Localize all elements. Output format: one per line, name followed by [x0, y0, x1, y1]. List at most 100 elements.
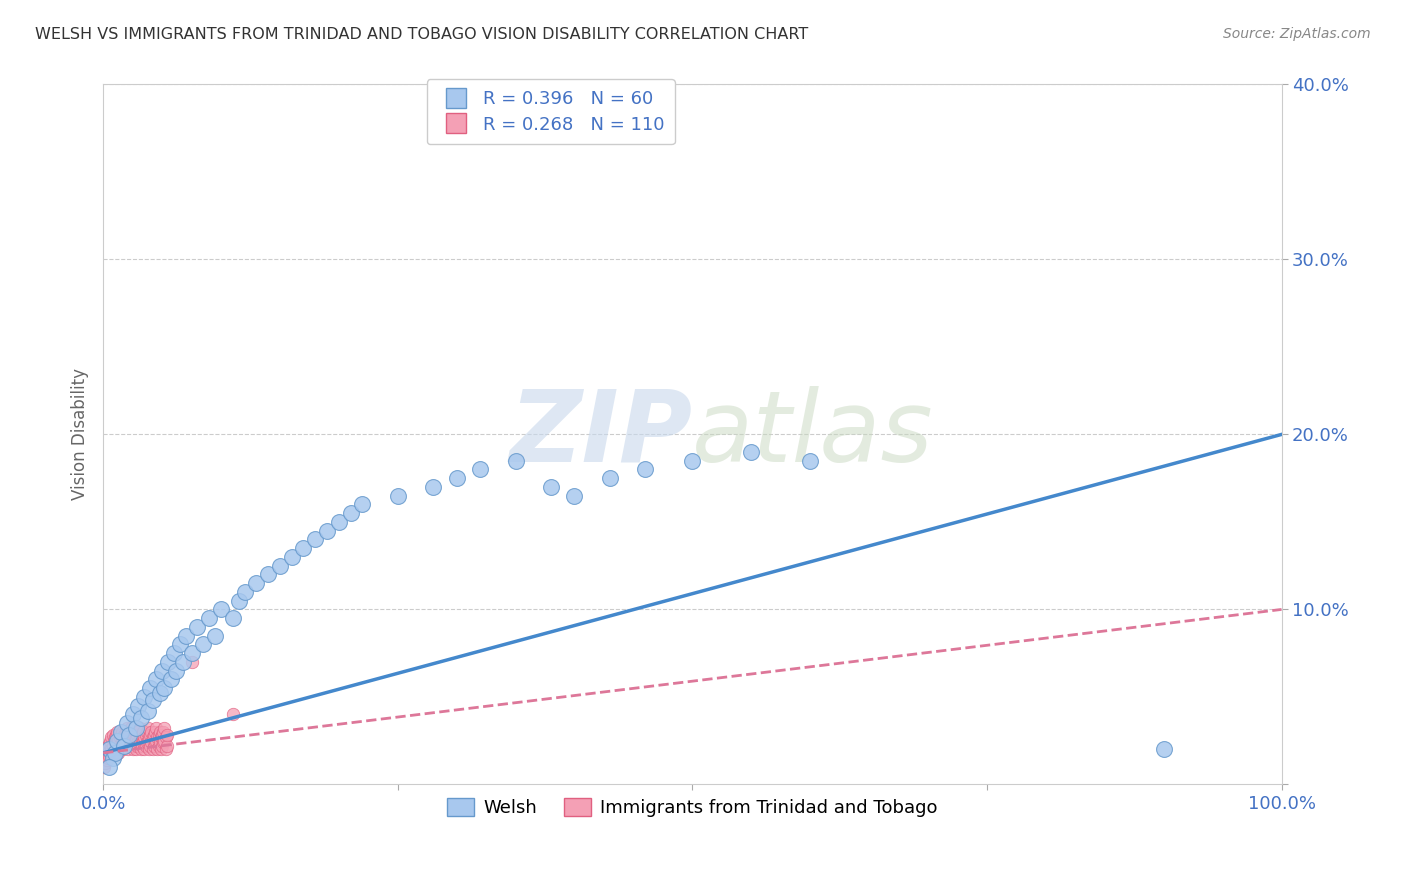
Point — [112, 739, 135, 753]
Point — [142, 693, 165, 707]
Point — [156, 739, 179, 753]
Point — [145, 733, 167, 747]
Point — [94, 756, 117, 771]
Point — [174, 629, 197, 643]
Point — [634, 462, 657, 476]
Point — [127, 735, 149, 749]
Point — [180, 655, 202, 669]
Point — [155, 742, 177, 756]
Point — [105, 739, 128, 753]
Point — [193, 637, 215, 651]
Point — [103, 746, 125, 760]
Point — [101, 728, 124, 742]
Point — [145, 722, 167, 736]
Point — [564, 489, 586, 503]
Point — [139, 739, 162, 753]
Point — [112, 728, 135, 742]
Point — [222, 611, 245, 625]
Point — [98, 733, 121, 747]
Point — [143, 725, 166, 739]
Point — [115, 722, 138, 736]
Point — [120, 722, 142, 736]
Point — [172, 655, 194, 669]
Point — [127, 725, 149, 739]
Point — [105, 728, 128, 742]
Point — [94, 746, 117, 760]
Point — [135, 735, 157, 749]
Point — [115, 716, 138, 731]
Point — [136, 733, 159, 747]
Point — [118, 728, 141, 742]
Point — [150, 739, 173, 753]
Point — [681, 453, 703, 467]
Text: atlas: atlas — [692, 386, 934, 483]
Point — [222, 707, 245, 722]
Point — [117, 742, 139, 756]
Point — [96, 753, 118, 767]
Point — [1153, 742, 1175, 756]
Point — [127, 698, 149, 713]
Point — [149, 730, 172, 744]
Point — [93, 751, 115, 765]
Point — [152, 735, 174, 749]
Point — [101, 751, 124, 765]
Point — [387, 489, 409, 503]
Point — [107, 733, 129, 747]
Point — [112, 730, 135, 744]
Point — [198, 611, 221, 625]
Point — [136, 704, 159, 718]
Point — [128, 722, 150, 736]
Point — [121, 707, 143, 722]
Point — [155, 730, 177, 744]
Point — [100, 730, 122, 744]
Point — [97, 751, 120, 765]
Point — [125, 730, 148, 744]
Point — [124, 725, 146, 739]
Point — [108, 742, 131, 756]
Point — [121, 742, 143, 756]
Point — [105, 735, 128, 749]
Point — [98, 746, 121, 760]
Point — [117, 730, 139, 744]
Point — [141, 735, 163, 749]
Point — [148, 728, 170, 742]
Point — [107, 746, 129, 760]
Text: WELSH VS IMMIGRANTS FROM TRINIDAD AND TOBAGO VISION DISABILITY CORRELATION CHART: WELSH VS IMMIGRANTS FROM TRINIDAD AND TO… — [35, 27, 808, 42]
Point — [138, 742, 160, 756]
Point — [149, 742, 172, 756]
Point — [153, 681, 176, 696]
Point — [446, 471, 468, 485]
Point — [104, 742, 127, 756]
Text: ZIP: ZIP — [509, 386, 692, 483]
Legend: Welsh, Immigrants from Trinidad and Tobago: Welsh, Immigrants from Trinidad and Toba… — [440, 790, 945, 824]
Point — [115, 733, 138, 747]
Point — [93, 760, 115, 774]
Point — [131, 728, 153, 742]
Point — [114, 725, 136, 739]
Point — [339, 506, 361, 520]
Point — [129, 742, 152, 756]
Point — [156, 655, 179, 669]
Point — [122, 728, 145, 742]
Point — [149, 686, 172, 700]
Point — [120, 733, 142, 747]
Point — [128, 733, 150, 747]
Point — [269, 558, 291, 573]
Point — [149, 725, 172, 739]
Point — [101, 739, 124, 753]
Point — [146, 730, 169, 744]
Point — [186, 620, 208, 634]
Point — [146, 742, 169, 756]
Point — [142, 742, 165, 756]
Point — [257, 567, 280, 582]
Point — [470, 462, 492, 476]
Point — [118, 739, 141, 753]
Point — [139, 681, 162, 696]
Point — [131, 739, 153, 753]
Point — [169, 637, 191, 651]
Point — [104, 730, 127, 744]
Point — [121, 730, 143, 744]
Point — [127, 728, 149, 742]
Point — [138, 730, 160, 744]
Point — [139, 728, 162, 742]
